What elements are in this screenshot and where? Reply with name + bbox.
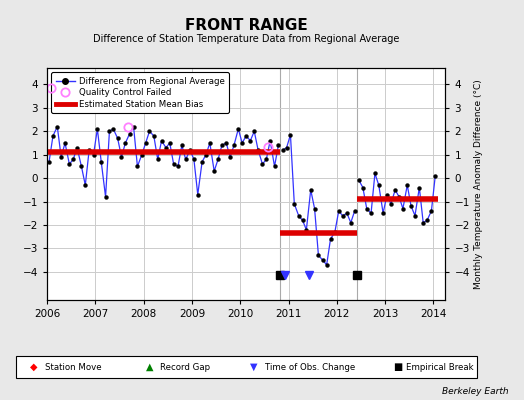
Legend: Difference from Regional Average, Quality Control Failed, Estimated Station Mean: Difference from Regional Average, Qualit… xyxy=(51,72,229,113)
Text: Difference of Station Temperature Data from Regional Average: Difference of Station Temperature Data f… xyxy=(93,34,399,44)
Text: FRONT RANGE: FRONT RANGE xyxy=(185,18,308,33)
Text: ■: ■ xyxy=(394,362,403,372)
Text: ▲: ▲ xyxy=(146,362,153,372)
Text: Record Gap: Record Gap xyxy=(160,362,210,372)
Text: ◆: ◆ xyxy=(30,362,38,372)
Text: Berkeley Earth: Berkeley Earth xyxy=(442,387,508,396)
Text: Time of Obs. Change: Time of Obs. Change xyxy=(265,362,355,372)
Text: Station Move: Station Move xyxy=(45,362,101,372)
Text: Empirical Break: Empirical Break xyxy=(406,362,474,372)
Text: ▼: ▼ xyxy=(250,362,258,372)
Y-axis label: Monthly Temperature Anomaly Difference (°C): Monthly Temperature Anomaly Difference (… xyxy=(474,79,483,289)
